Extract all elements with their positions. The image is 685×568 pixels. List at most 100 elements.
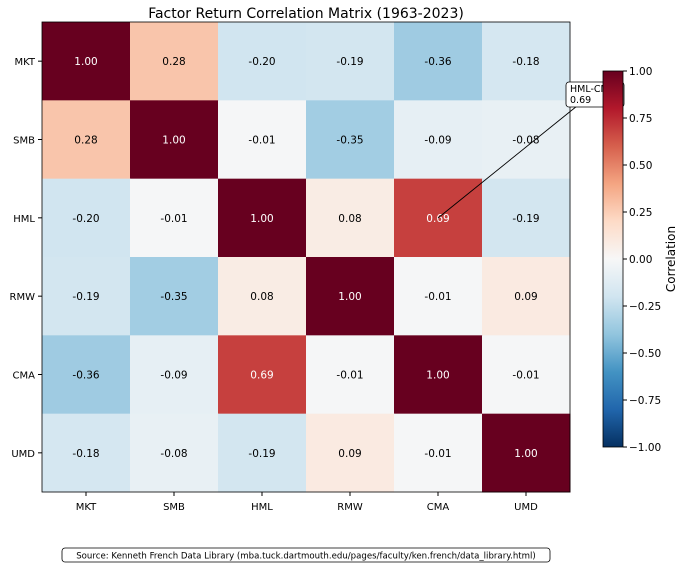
heatmap-cell bbox=[130, 413, 219, 493]
cell-value-label: -0.19 bbox=[72, 291, 99, 303]
x-tick-label: SMB bbox=[163, 502, 185, 513]
cell-value-label: 0.09 bbox=[338, 448, 361, 460]
cell-value-label: -0.01 bbox=[424, 448, 451, 460]
heatmap-cell bbox=[306, 257, 395, 336]
y-tick-label: CMA bbox=[13, 371, 36, 382]
cell-value-label: 0.09 bbox=[514, 291, 537, 303]
x-tick-label: MKT bbox=[76, 502, 97, 513]
cell-value-label: -0.18 bbox=[72, 448, 99, 460]
heatmap-cell bbox=[482, 335, 571, 415]
colorbar-tick-label: 0.75 bbox=[629, 113, 652, 125]
heatmap-cell bbox=[306, 413, 395, 493]
source-box bbox=[61, 547, 551, 563]
cell-value-label: 1.00 bbox=[74, 56, 97, 68]
cell-value-label: 0.28 bbox=[74, 135, 97, 147]
cell-value-label: -0.08 bbox=[160, 448, 187, 460]
heatmap-cell bbox=[130, 22, 219, 101]
cell-value-label: 0.08 bbox=[250, 291, 273, 303]
x-tick-label: UMD bbox=[514, 502, 538, 513]
colorbar-tick-label: 0.50 bbox=[629, 160, 652, 172]
heatmap-cell bbox=[130, 178, 219, 258]
heatmap-cell bbox=[482, 22, 571, 101]
cell-value-label: -0.36 bbox=[424, 56, 451, 68]
heatmap-cell bbox=[482, 413, 571, 493]
heatmap-cell bbox=[130, 335, 219, 415]
colorbar-tick-label: −1.00 bbox=[629, 442, 661, 454]
x-tick-label: HML bbox=[251, 502, 273, 513]
cell-value-label: -0.01 bbox=[160, 213, 187, 225]
heatmap-cell bbox=[42, 22, 131, 101]
y-tick-label: SMB bbox=[13, 136, 35, 147]
heatmap-cell bbox=[482, 178, 571, 258]
y-tick-label: RMW bbox=[10, 292, 36, 303]
cell-value-label: -0.19 bbox=[336, 56, 363, 68]
heatmap-cell bbox=[42, 257, 131, 336]
heatmap-cell bbox=[394, 257, 483, 336]
heatmap-cell bbox=[394, 335, 483, 415]
cell-value-label: -0.01 bbox=[336, 370, 363, 382]
cell-value-label: -0.19 bbox=[512, 213, 539, 225]
cell-value-label: -0.20 bbox=[248, 56, 275, 68]
x-tick-label: CMA bbox=[427, 502, 450, 513]
y-tick-label: HML bbox=[13, 214, 35, 225]
heatmap-cell bbox=[306, 178, 395, 258]
heatmap-cell bbox=[218, 413, 307, 493]
heatmap-cell bbox=[218, 100, 307, 180]
source-note: Source: Kenneth French Data Library (mba… bbox=[76, 552, 536, 562]
heatmap-cell bbox=[42, 335, 131, 415]
y-tick-label: UMD bbox=[11, 449, 35, 460]
cell-value-label: -0.35 bbox=[160, 291, 187, 303]
cell-value-label: -0.01 bbox=[424, 291, 451, 303]
heatmap-cell bbox=[482, 100, 571, 180]
plot-frame bbox=[41, 21, 571, 493]
heatmap-cell bbox=[394, 22, 483, 101]
heatmap-cell bbox=[394, 100, 483, 180]
heatmap-cell bbox=[306, 100, 395, 180]
cell-value-label: 0.08 bbox=[338, 213, 361, 225]
cell-value-label: 0.69 bbox=[426, 213, 449, 225]
cell-value-label: 1.00 bbox=[338, 291, 361, 303]
annotation-value: 0.69 bbox=[570, 95, 591, 106]
cell-value-label: -0.35 bbox=[336, 135, 363, 147]
colorbar-tick-label: 1.00 bbox=[629, 66, 652, 78]
cell-value-label: 1.00 bbox=[250, 213, 273, 225]
x-tick-label: RMW bbox=[337, 502, 363, 513]
heatmap-cell bbox=[482, 257, 571, 336]
cell-value-label: -0.18 bbox=[512, 56, 539, 68]
heatmap-cell bbox=[218, 257, 307, 336]
heatmap-cell bbox=[42, 178, 131, 258]
cell-value-label: -0.08 bbox=[512, 135, 539, 147]
heatmap-cell bbox=[394, 413, 483, 493]
heatmap-cell bbox=[218, 178, 307, 258]
colorbar-label: Correlation bbox=[664, 226, 678, 292]
cell-value-label: -0.01 bbox=[512, 370, 539, 382]
chart-title: Factor Return Correlation Matrix (1963-2… bbox=[148, 6, 464, 22]
cell-value-label: 1.00 bbox=[514, 448, 537, 460]
colorbar bbox=[602, 70, 624, 448]
colorbar-tick-label: 0.00 bbox=[629, 254, 652, 266]
cell-value-label: -0.01 bbox=[248, 135, 275, 147]
heatmap-cell bbox=[306, 335, 395, 415]
cell-value-label: 0.69 bbox=[250, 370, 273, 382]
colorbar-tick-label: 0.25 bbox=[629, 207, 652, 219]
heatmap-cell bbox=[306, 22, 395, 101]
heatmap-cell bbox=[218, 22, 307, 101]
heatmap-cell bbox=[218, 335, 307, 415]
heatmap-cell bbox=[42, 413, 131, 493]
cell-value-label: 0.28 bbox=[162, 56, 185, 68]
annotation-label: HML-CMA bbox=[570, 84, 616, 95]
heatmap-cell bbox=[130, 257, 219, 336]
cell-value-label: 1.00 bbox=[162, 135, 185, 147]
heatmap-cell bbox=[42, 100, 131, 180]
colorbar-tick-label: −0.25 bbox=[629, 301, 661, 313]
colorbar-tick-label: −0.50 bbox=[629, 348, 661, 360]
y-tick-label: MKT bbox=[14, 57, 35, 68]
cell-value-label: -0.09 bbox=[424, 135, 451, 147]
colorbar-tick-label: −0.75 bbox=[629, 395, 661, 407]
cell-value-label: -0.36 bbox=[72, 370, 99, 382]
annotation-arrow bbox=[437, 105, 578, 219]
cell-value-label: -0.20 bbox=[72, 213, 99, 225]
cell-value-label: 1.00 bbox=[426, 370, 449, 382]
